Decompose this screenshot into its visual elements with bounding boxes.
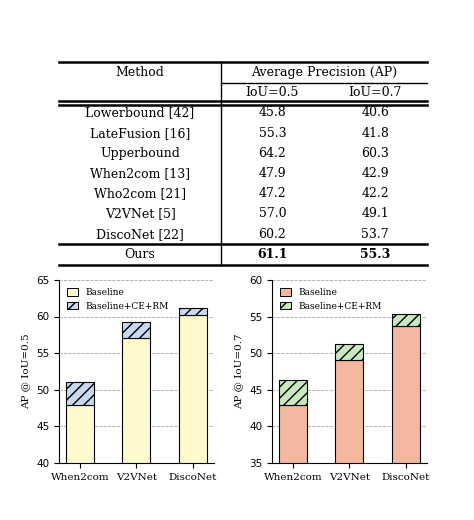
Text: V2VNet [5]: V2VNet [5] xyxy=(105,207,175,220)
Text: Upperbound: Upperbound xyxy=(100,147,180,160)
Text: 40.6: 40.6 xyxy=(361,107,389,120)
Text: 45.8: 45.8 xyxy=(258,107,286,120)
Bar xyxy=(336,360,364,520)
Text: 60.3: 60.3 xyxy=(361,147,389,160)
Bar xyxy=(179,308,207,315)
Text: 64.2: 64.2 xyxy=(258,147,286,160)
Text: LateFusion [16]: LateFusion [16] xyxy=(90,127,190,140)
Text: 55.3: 55.3 xyxy=(360,248,390,261)
Text: Lowerbound [42]: Lowerbound [42] xyxy=(85,107,195,120)
Bar xyxy=(392,314,419,326)
Text: 42.9: 42.9 xyxy=(361,167,389,180)
Text: 41.8: 41.8 xyxy=(361,127,389,140)
Y-axis label: AP @ IoU=0.7: AP @ IoU=0.7 xyxy=(235,333,244,409)
Bar xyxy=(279,380,307,405)
Y-axis label: AP @ IoU=0.5: AP @ IoU=0.5 xyxy=(22,333,31,409)
Text: Method: Method xyxy=(116,66,164,79)
Text: IoU=0.7: IoU=0.7 xyxy=(348,86,402,99)
Bar xyxy=(336,344,364,360)
Text: 55.3: 55.3 xyxy=(258,127,286,140)
Text: 42.2: 42.2 xyxy=(361,187,389,200)
Text: DiscoNet [22]: DiscoNet [22] xyxy=(96,228,184,241)
Legend: Baseline, Baseline+CE+RM: Baseline, Baseline+CE+RM xyxy=(64,284,173,314)
Text: 57.0: 57.0 xyxy=(258,207,286,220)
Text: IoU=0.5: IoU=0.5 xyxy=(246,86,299,99)
Legend: Baseline, Baseline+CE+RM: Baseline, Baseline+CE+RM xyxy=(277,284,385,314)
Bar xyxy=(122,322,150,339)
Text: Who2com [21]: Who2com [21] xyxy=(94,187,186,200)
Bar xyxy=(122,339,150,520)
Text: When2com [13]: When2com [13] xyxy=(90,167,190,180)
Bar xyxy=(66,405,94,520)
Bar xyxy=(279,405,307,520)
Text: 53.7: 53.7 xyxy=(361,228,389,241)
Text: Ours: Ours xyxy=(125,248,155,261)
Text: 60.2: 60.2 xyxy=(258,228,286,241)
Bar xyxy=(392,326,419,520)
Text: 49.1: 49.1 xyxy=(361,207,389,220)
Bar xyxy=(66,382,94,405)
Text: 47.2: 47.2 xyxy=(258,187,286,200)
Text: 61.1: 61.1 xyxy=(257,248,288,261)
Text: Average Precision (AP): Average Precision (AP) xyxy=(251,66,397,79)
Bar xyxy=(179,315,207,520)
Text: 47.9: 47.9 xyxy=(258,167,286,180)
